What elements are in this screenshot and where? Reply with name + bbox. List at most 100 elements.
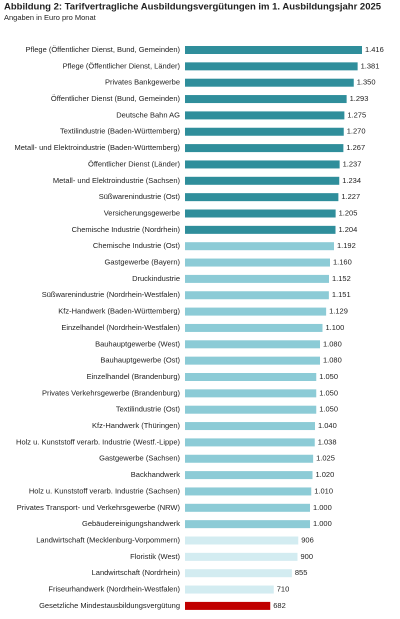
bar xyxy=(185,95,347,104)
value-label: 1.025 xyxy=(316,454,335,463)
category-label: Gesetzliche Mindestausbildungsvergütung xyxy=(39,601,180,610)
value-label: 1.050 xyxy=(319,388,338,397)
value-label: 1.234 xyxy=(342,176,361,185)
bar xyxy=(185,503,310,512)
bar xyxy=(185,323,323,332)
bar xyxy=(185,536,299,545)
bar xyxy=(185,193,339,202)
value-label: 1.160 xyxy=(333,258,352,267)
value-label: 710 xyxy=(277,585,290,594)
category-label: Chemische Industrie (Ost) xyxy=(93,241,181,250)
bar xyxy=(185,601,271,610)
value-label: 855 xyxy=(295,568,308,577)
value-label: 1.293 xyxy=(350,94,369,103)
category-label: Pflege (Öffentlicher Dienst, Länder) xyxy=(63,61,181,70)
category-label: Bauhauptgewerbe (West) xyxy=(95,339,180,348)
value-label: 1.010 xyxy=(314,486,333,495)
bar xyxy=(185,552,298,561)
value-label: 1.100 xyxy=(326,323,345,332)
category-label: Textilindustrie (Ost) xyxy=(116,405,181,414)
category-label: Öffentlicher Dienst (Bund, Gemeinden) xyxy=(51,94,181,103)
value-label: 1.227 xyxy=(341,192,360,201)
value-label: 1.152 xyxy=(332,274,351,283)
bar xyxy=(185,258,330,267)
value-label: 906 xyxy=(301,535,314,544)
bar xyxy=(185,307,327,316)
bar xyxy=(185,46,362,54)
category-label: Bauhauptgewerbe (Ost) xyxy=(100,356,180,365)
value-label: 1.151 xyxy=(332,290,351,299)
value-label: 1.237 xyxy=(343,159,362,168)
category-label: Metall- und Elektroindustrie (Sachsen) xyxy=(53,176,181,185)
value-label: 1.350 xyxy=(357,78,376,87)
category-label: Backhandwerk xyxy=(131,470,180,479)
bar xyxy=(185,160,340,169)
chart-title: Abbildung 2: Tarifvertragliche Ausbildun… xyxy=(4,2,382,13)
bar xyxy=(185,209,336,218)
bar xyxy=(185,569,292,578)
bar xyxy=(185,242,334,251)
value-label: 1.050 xyxy=(319,372,338,381)
value-label: 900 xyxy=(301,552,314,561)
value-label: 682 xyxy=(273,601,286,610)
value-label: 1.040 xyxy=(318,421,337,430)
bar xyxy=(185,274,329,283)
category-label: Metall- und Elektroindustrie (Baden-Würt… xyxy=(15,143,181,152)
category-label: Holz u. Kunststoff verarb. Industrie (Sa… xyxy=(29,486,181,495)
value-label: 1.192 xyxy=(337,241,356,250)
bar xyxy=(185,471,313,480)
value-label: 1.050 xyxy=(319,405,338,414)
chart-subtitle: Angaben in Euro pro Monat xyxy=(4,13,97,22)
bar xyxy=(185,144,344,153)
bar xyxy=(185,356,320,365)
bar xyxy=(185,373,317,381)
bar xyxy=(185,389,317,398)
bar xyxy=(185,62,358,71)
value-label: 1.205 xyxy=(339,208,358,217)
value-label: 1.129 xyxy=(329,307,348,316)
value-label: 1.267 xyxy=(346,143,365,152)
category-label: Textilindustrie (Baden-Württemberg) xyxy=(60,127,181,136)
bar xyxy=(185,487,312,496)
category-label: Landwirtschaft (Mecklenburg-Vorpommern) xyxy=(36,535,180,544)
value-label: 1.416 xyxy=(365,45,384,54)
category-label: Kfz-Handwerk (Thüringen) xyxy=(92,421,180,430)
value-label: 1.275 xyxy=(347,110,366,119)
bar xyxy=(185,585,274,594)
bar xyxy=(185,111,345,120)
bar xyxy=(185,127,344,136)
value-label: 1.204 xyxy=(339,225,358,234)
bar xyxy=(185,454,314,463)
category-label: Druckindustrie xyxy=(132,274,180,283)
bar xyxy=(185,438,315,447)
value-label: 1.381 xyxy=(361,61,380,70)
category-label: Süßwarenindustrie (Ost) xyxy=(99,192,181,201)
category-label: Deutsche Bahn AG xyxy=(116,110,180,119)
category-label: Chemische Industrie (Nordrhein) xyxy=(72,225,181,234)
bar xyxy=(185,520,310,529)
value-label: 1.270 xyxy=(347,127,366,136)
bar xyxy=(185,340,320,349)
category-label: Holz u. Kunststoff verarb. Industrie (We… xyxy=(16,437,180,446)
category-label: Süßwarenindustrie (Nordrhein-Westfalen) xyxy=(42,290,181,299)
category-label: Einzelhandel (Brandenburg) xyxy=(87,372,181,381)
category-label: Kfz-Handwerk (Baden-Württemberg) xyxy=(58,307,180,316)
bar xyxy=(185,422,315,431)
bar xyxy=(185,291,329,300)
category-label: Versicherungsgewerbe xyxy=(104,208,180,217)
value-label: 1.000 xyxy=(313,519,332,528)
category-label: Privates Bankgewerbe xyxy=(105,78,180,87)
value-label: 1.080 xyxy=(323,356,342,365)
value-label: 1.038 xyxy=(318,437,337,446)
category-label: Landwirtschaft (Nordrhein) xyxy=(92,568,181,577)
bar xyxy=(185,225,336,234)
category-label: Floristik (West) xyxy=(130,552,180,561)
category-label: Öffentlicher Dienst (Länder) xyxy=(88,159,180,168)
value-label: 1.000 xyxy=(313,503,332,512)
category-label: Gebäudereinigungshandwerk xyxy=(82,519,180,528)
category-label: Gastgewerbe (Bayern) xyxy=(105,258,181,267)
category-label: Privates Transport- und Verkehrsgewerbe … xyxy=(17,503,181,512)
bar xyxy=(185,78,354,87)
